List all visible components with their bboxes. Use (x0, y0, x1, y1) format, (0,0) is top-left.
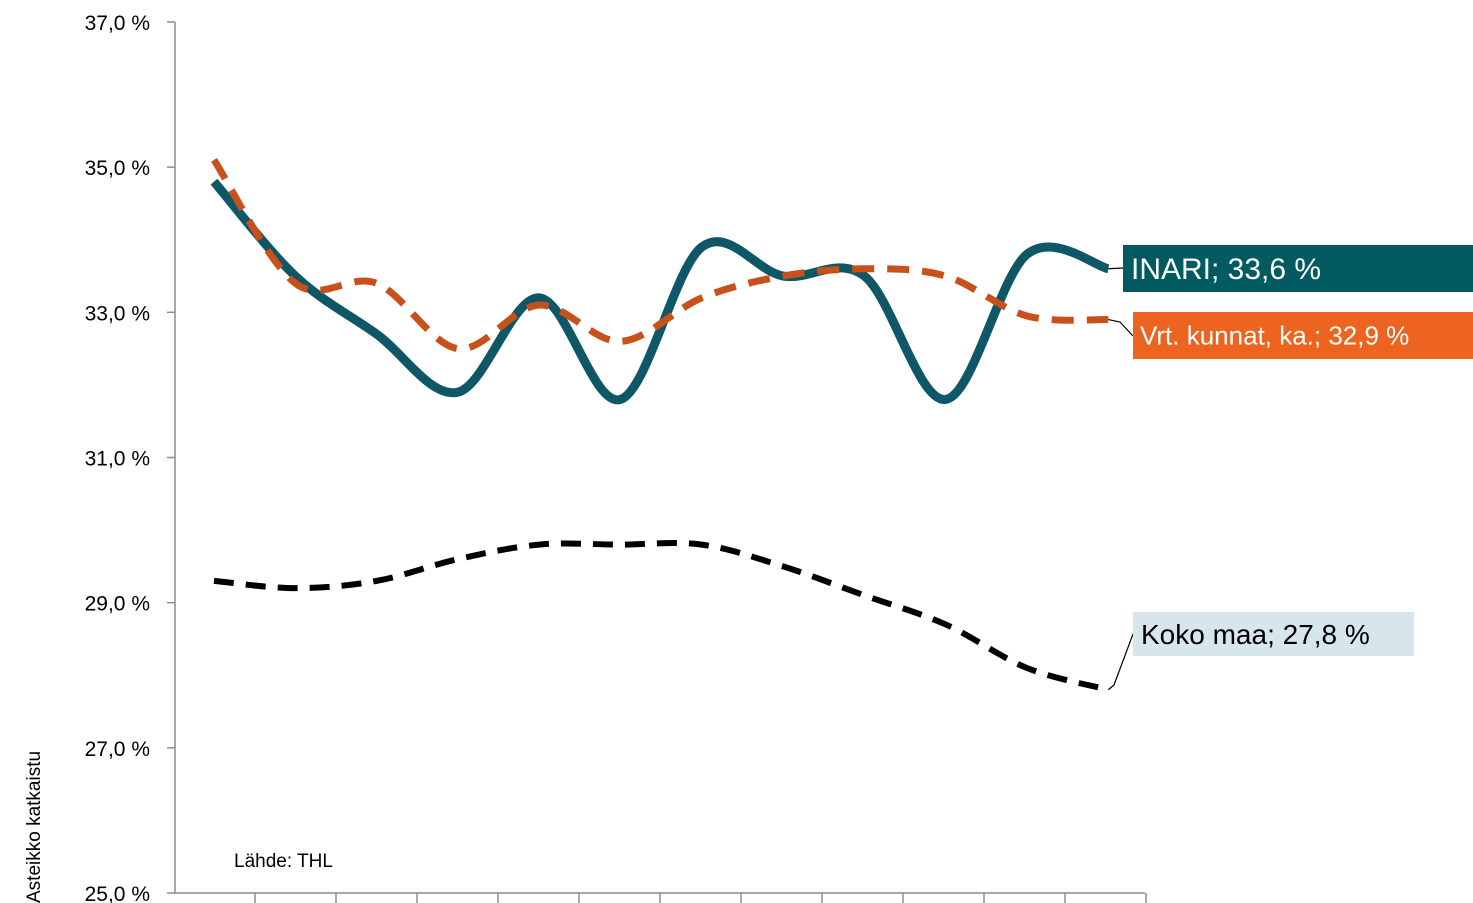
axes: 25,0 % 27,0 % 29,0 % 31,0 % 33,0 % 35,0 % 37,0… (85, 12, 1147, 903)
end-label-text: Koko maa; 27,8 % (1141, 619, 1370, 650)
y-axis-ticks: 25,0 % 27,0 % 29,0 % 31,0 % 33,0 % 35,0 % 37,0… (85, 12, 175, 903)
y-tick-label: 27,0 % (85, 738, 150, 761)
end-label-leader (1108, 319, 1134, 337)
y-axis-title: Asteikko katkaistu (24, 751, 45, 903)
series-line-koko-maa (213, 539, 1110, 693)
y-tick-label: 29,0 % (85, 593, 150, 616)
end-label-text: Vrt. kunnat, ka.; 32,9 % (1140, 321, 1409, 351)
end-label-box (1133, 612, 1414, 656)
y-tick-label: 31,0 % (85, 448, 150, 471)
y-tick-label: 35,0 % (85, 157, 150, 180)
x-axis-ticks (254, 893, 1147, 903)
y-tick-label: 33,0 % (85, 302, 150, 325)
end-label-leader (1107, 633, 1134, 691)
end-label-leader (1108, 267, 1124, 270)
y-tick-label: 25,0 % (85, 883, 150, 903)
end-label-box (1123, 245, 1473, 292)
series-layer (210, 157, 1110, 693)
end-label-text: INARI; 33,6 % (1131, 253, 1321, 286)
series-line-inari (210, 178, 1110, 404)
y-tick-label: 37,0 % (85, 12, 150, 35)
series-line-vrt-kunnat-ka (211, 157, 1109, 353)
end-labels-layer: INARI; 33,6 % Vrt. kunnat, ka.; 32,9 % Kok… (1107, 245, 1473, 691)
end-label-box (1133, 312, 1473, 359)
source-note: Lähde: THL (234, 851, 333, 872)
